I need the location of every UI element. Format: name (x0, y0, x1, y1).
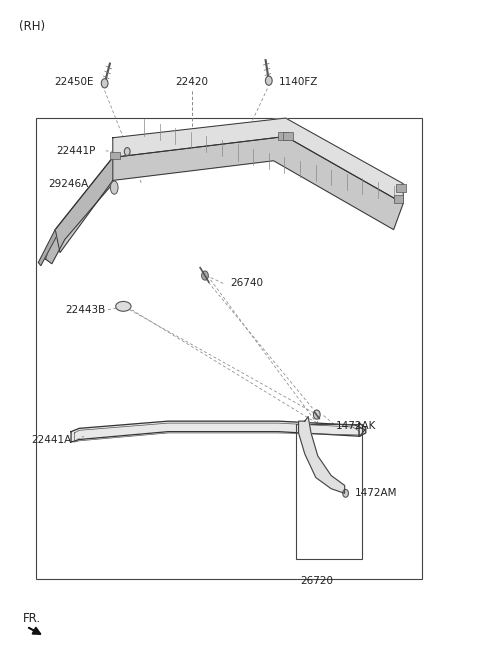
Text: 1140FZ: 1140FZ (278, 77, 318, 87)
Ellipse shape (116, 301, 131, 311)
Bar (278, 132, 288, 140)
Text: FR.: FR. (23, 612, 41, 625)
Polygon shape (46, 157, 113, 264)
Polygon shape (113, 118, 403, 203)
Circle shape (101, 79, 108, 88)
Text: 1472AM: 1472AM (355, 488, 398, 499)
Ellipse shape (110, 181, 118, 194)
Text: (RH): (RH) (19, 20, 45, 33)
Circle shape (265, 76, 272, 85)
Text: 26740: 26740 (230, 278, 264, 289)
Polygon shape (299, 417, 345, 493)
Bar (110, 152, 120, 159)
Bar (36, 118, 422, 579)
Circle shape (343, 489, 348, 497)
Bar (394, 195, 403, 203)
Text: 22441P: 22441P (57, 146, 96, 156)
Text: 22420: 22420 (176, 77, 208, 87)
Circle shape (313, 410, 320, 419)
Bar (283, 132, 293, 140)
Polygon shape (71, 421, 365, 442)
Circle shape (124, 148, 130, 155)
Text: 22441A: 22441A (31, 434, 71, 445)
Text: 22443B: 22443B (65, 304, 106, 315)
Bar (396, 184, 406, 192)
Polygon shape (359, 423, 366, 436)
Bar (296, 424, 362, 559)
Polygon shape (55, 136, 403, 253)
Text: 26720: 26720 (300, 575, 333, 586)
Text: 22450E: 22450E (54, 77, 94, 87)
Text: 29246A: 29246A (48, 178, 89, 189)
Text: 1472AK: 1472AK (336, 421, 376, 432)
Circle shape (202, 271, 208, 280)
Polygon shape (38, 230, 57, 266)
